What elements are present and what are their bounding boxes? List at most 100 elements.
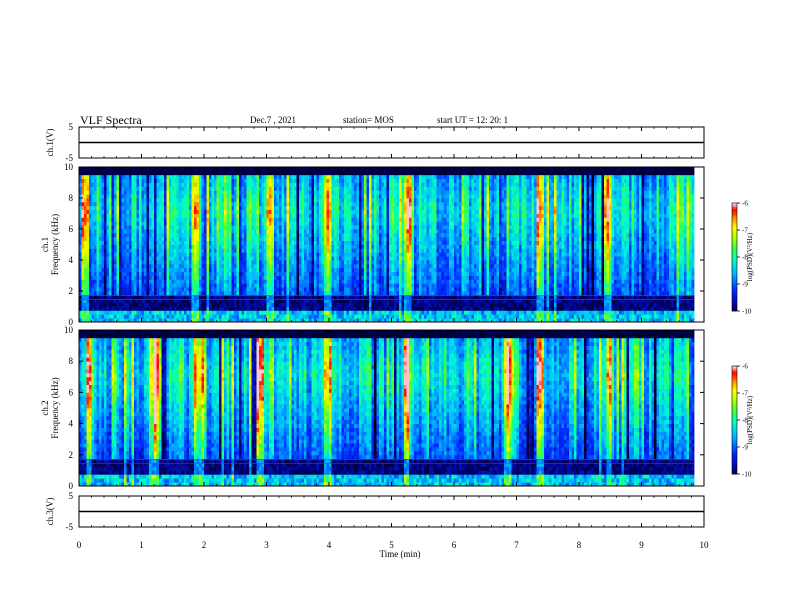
spectrogram-column (344, 167, 347, 323)
spectrogram-cell (226, 248, 230, 253)
spectrogram-cell (309, 318, 312, 323)
spectrogram-cell (221, 279, 225, 284)
spectrogram-cell (309, 225, 312, 230)
spectrogram-cell (101, 167, 105, 172)
spectrogram-cell (354, 271, 357, 276)
spectrogram-column (181, 167, 185, 323)
spectrogram-cell (274, 302, 277, 307)
spectrogram-cell (234, 221, 237, 226)
spectrogram-cell (229, 178, 232, 183)
spectrogram-cell (366, 287, 370, 292)
spectrogram-cell (344, 229, 347, 234)
spectrogram-cell (341, 209, 345, 214)
spectrogram-cell (301, 267, 305, 273)
spectrogram-cell (214, 283, 217, 288)
spectrogram-cell (346, 194, 350, 199)
spectrogram-cell (276, 287, 280, 292)
spectrogram-cell (96, 275, 100, 280)
spectrogram-cell (219, 248, 222, 253)
spectrogram-cell (171, 167, 175, 172)
spectrogram-cell (149, 198, 152, 203)
spectrogram-cell (279, 182, 282, 187)
spectrogram-cell (286, 198, 290, 203)
spectrogram-cell (166, 205, 170, 211)
spectrogram-cell (141, 209, 145, 214)
spectrogram-cell (346, 256, 350, 261)
spectrogram-cell (126, 194, 130, 199)
spectrogram-cell (336, 298, 340, 304)
spectrogram-cell (261, 294, 265, 300)
spectrogram-cell (261, 186, 265, 191)
spectrogram-cell (214, 225, 217, 230)
spectrogram-column (206, 167, 210, 323)
spectrogram-cell (171, 294, 175, 300)
spectrogram-cell (216, 201, 220, 207)
spectrogram-cell (154, 182, 157, 187)
spectrogram-cell (116, 240, 120, 245)
spectrogram-cell (186, 236, 190, 242)
spectrogram-cell (294, 256, 297, 261)
spectrogram-cell (294, 174, 297, 180)
spectrogram-cell (279, 240, 282, 245)
spectrogram-cell (211, 306, 215, 311)
spectrogram-cell (294, 298, 297, 304)
spectrogram-cell (279, 260, 282, 265)
spectrogram-cell (306, 221, 310, 226)
spectrogram-cell (314, 318, 317, 323)
spectrogram-cell (174, 217, 177, 222)
spectrogram-cell (209, 252, 212, 257)
spectrogram-cell (279, 174, 282, 180)
spectrogram-cell (321, 232, 325, 238)
spectrogram-cell (224, 213, 227, 218)
spectrogram-cell (261, 256, 265, 261)
spectrogram-cell (114, 178, 117, 183)
spectrogram-cell (141, 221, 145, 226)
spectrogram-column (321, 167, 325, 323)
spectrogram-cell (206, 267, 210, 273)
spectrogram-cell (331, 294, 335, 300)
spectrogram-cell (364, 283, 367, 288)
spectrogram-cell (366, 178, 370, 183)
spectrogram-cell (89, 310, 92, 315)
spectrogram-cell (291, 240, 295, 245)
spectrogram-cell (309, 178, 312, 183)
spectrogram-cell (159, 174, 162, 180)
spectrogram-cell (96, 229, 100, 234)
spectrogram-cell (201, 198, 205, 203)
spectrogram-cell (191, 287, 195, 292)
spectrogram-cell (354, 279, 357, 284)
spectrogram-cell (311, 213, 315, 218)
spectrogram-cell (356, 232, 360, 238)
spectrogram-column (279, 167, 282, 323)
spectrogram-cell (329, 182, 332, 187)
spectrogram-cell (371, 306, 375, 311)
spectrogram-cell (179, 201, 182, 207)
spectrogram-cell (231, 170, 235, 176)
spectrogram-cell (319, 167, 322, 172)
spectrogram-cell (111, 291, 115, 296)
spectrogram-cell (341, 302, 345, 307)
spectrogram-cell (174, 205, 177, 211)
spectrogram-cell (226, 256, 230, 261)
spectrogram-column (176, 167, 180, 323)
spectrogram-cell (349, 260, 352, 265)
spectrogram-cell (326, 167, 330, 172)
spectrogram-cell (371, 302, 375, 307)
spectrogram-cell (279, 201, 282, 207)
spectrogram-cell (329, 310, 332, 315)
spectrogram-cell (246, 229, 250, 234)
spectrogram-cell (129, 279, 132, 284)
spectrogram-cell (339, 174, 342, 180)
spectrogram-cell (326, 198, 330, 203)
spectrogram-cell (84, 287, 87, 292)
spectrogram-cell (126, 318, 130, 323)
spectrogram-cell (169, 260, 172, 265)
spectrogram-cell (194, 201, 197, 207)
spectrogram-cell (154, 283, 157, 288)
spectrogram-cell (284, 167, 287, 172)
spectrogram-cell (134, 201, 137, 207)
spectrogram-cell (206, 271, 210, 276)
spectrogram-cell (89, 229, 92, 234)
spectrogram-cell (306, 186, 310, 191)
spectrogram-cell (99, 287, 102, 292)
